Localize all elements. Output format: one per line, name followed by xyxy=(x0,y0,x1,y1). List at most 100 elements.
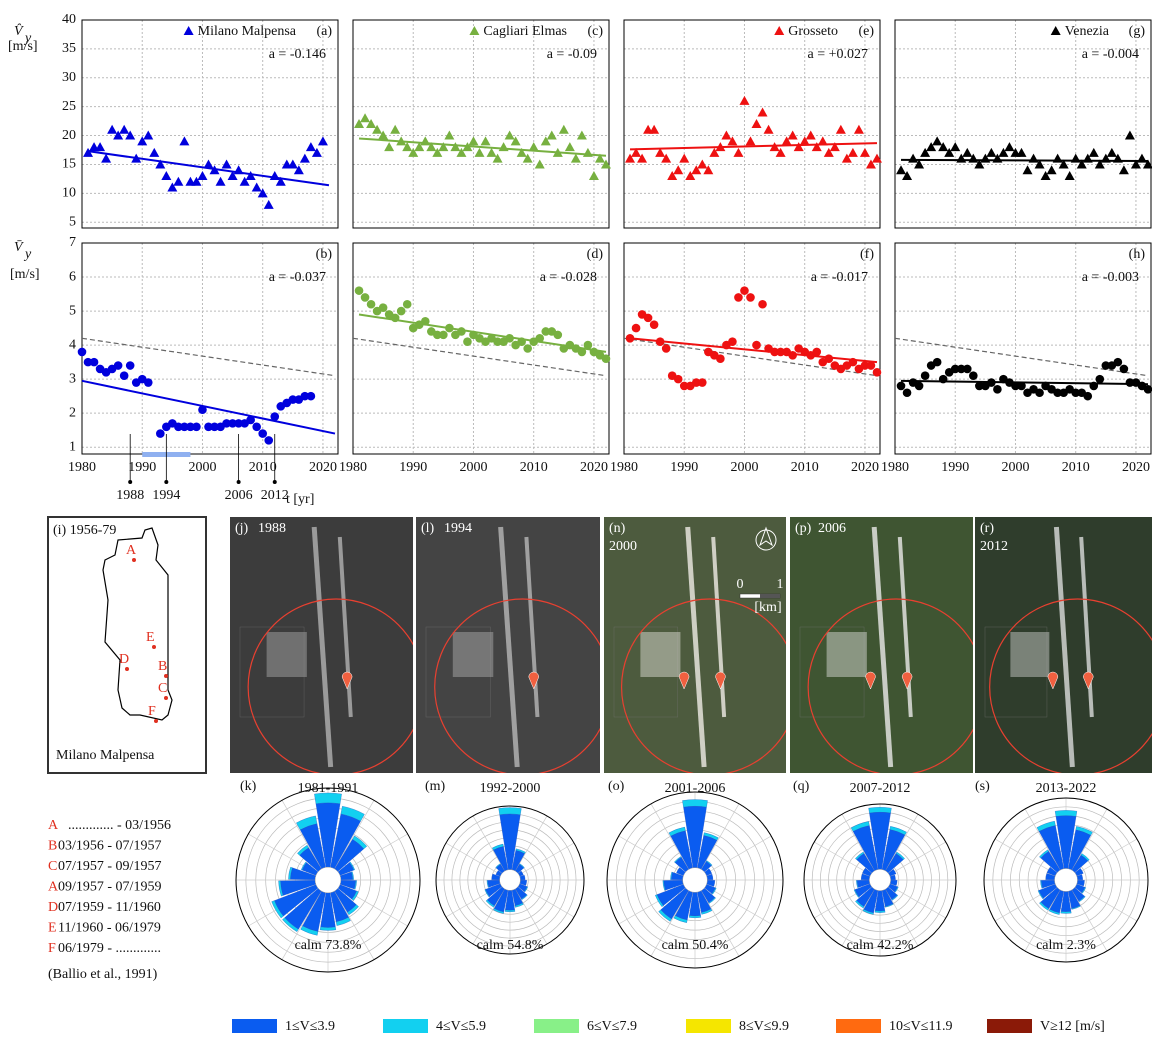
x-tick-label: 2010 xyxy=(1062,460,1090,475)
point xyxy=(1035,388,1044,398)
point xyxy=(450,142,461,152)
point xyxy=(835,124,846,134)
legend-swatch xyxy=(987,1019,1032,1033)
point xyxy=(817,136,828,146)
legend-marker xyxy=(774,26,785,35)
point xyxy=(390,124,401,134)
rose-spoke xyxy=(509,815,548,881)
point xyxy=(914,381,924,391)
station-period: 03/1956 - 07/1957 xyxy=(58,839,161,854)
point xyxy=(950,142,961,152)
y-tick-label: 6 xyxy=(69,269,76,284)
point xyxy=(360,113,371,123)
point xyxy=(799,136,810,146)
point xyxy=(221,159,232,169)
station-dot xyxy=(152,645,156,649)
y-label-symbol: V̄ xyxy=(14,240,24,255)
station-letter: E xyxy=(146,630,155,645)
x-tick-label: 1990 xyxy=(941,460,969,475)
point xyxy=(522,153,533,163)
point xyxy=(198,405,207,415)
point xyxy=(245,171,256,180)
rose-outline xyxy=(803,803,957,957)
y-tick-label: 5 xyxy=(69,214,76,229)
terminal xyxy=(452,632,494,677)
point xyxy=(896,165,907,175)
legend-swatch xyxy=(686,1019,731,1033)
station-letter: A xyxy=(48,880,59,895)
legend-swatch xyxy=(383,1019,428,1033)
point xyxy=(234,419,243,428)
map-caption: Milano Malpensa xyxy=(56,748,155,763)
x-tick-label: 1990 xyxy=(670,460,698,475)
point xyxy=(311,147,322,157)
point xyxy=(812,347,822,357)
marker-dot xyxy=(164,480,169,484)
aerial-photo xyxy=(790,517,973,773)
slope-label: a = -0.003 xyxy=(1082,270,1139,285)
runway xyxy=(871,526,894,768)
marker-dot xyxy=(272,480,277,484)
slope-label: a = -0.09 xyxy=(547,47,597,62)
rose-sector xyxy=(1060,911,1072,914)
trend-line xyxy=(87,150,330,187)
legend-marker xyxy=(1050,26,1061,35)
marker-dot xyxy=(236,480,241,484)
rose-sector xyxy=(674,856,682,863)
point xyxy=(956,364,966,374)
y-label-subscript: y xyxy=(23,247,32,262)
point xyxy=(721,130,732,140)
rose-outline xyxy=(435,805,585,955)
rose-sector xyxy=(495,863,501,869)
rose-spoke xyxy=(327,879,375,960)
point xyxy=(179,136,190,146)
point xyxy=(1064,171,1075,180)
x-tick-label: 1980 xyxy=(339,460,367,475)
runway xyxy=(311,526,334,768)
station-period: 06/1979 - ............. xyxy=(58,941,161,956)
station-dot xyxy=(125,667,129,671)
station-period: 11/1960 - 06/1979 xyxy=(58,921,161,936)
map-label: (i) 1956-79 xyxy=(53,523,116,538)
marker-label: 2006 xyxy=(225,488,253,503)
rose-sector xyxy=(855,900,865,909)
point xyxy=(492,153,503,163)
trend-line xyxy=(358,137,607,157)
x-tick-label: 1980 xyxy=(881,460,909,475)
point xyxy=(1088,147,1099,157)
rose-sector xyxy=(1037,890,1044,900)
point xyxy=(161,171,172,180)
point xyxy=(119,124,130,134)
rose-sector xyxy=(297,845,309,856)
point xyxy=(433,330,442,340)
rose-title: 1981-1991 xyxy=(298,781,359,796)
point xyxy=(649,124,660,134)
north-arrow xyxy=(759,526,773,547)
runway xyxy=(1053,526,1075,768)
slope-label: a = -0.146 xyxy=(269,47,326,62)
point xyxy=(739,95,750,105)
point xyxy=(902,171,913,180)
station-letter: D xyxy=(119,652,129,667)
rose-spoke xyxy=(1024,808,1067,881)
reference-trend xyxy=(894,337,1149,377)
panel-letter: (o) xyxy=(608,779,625,794)
point xyxy=(228,419,237,428)
point xyxy=(354,286,364,295)
point xyxy=(366,299,376,309)
point xyxy=(317,136,328,146)
rose-title: 2007-2012 xyxy=(850,781,911,796)
point xyxy=(1101,361,1111,370)
x-tick-label: 2020 xyxy=(580,460,608,475)
point xyxy=(1034,159,1045,169)
terminal xyxy=(640,632,681,677)
y-label-subscript: y xyxy=(23,31,32,46)
plot-area xyxy=(895,243,1151,454)
north-arrow xyxy=(755,529,777,551)
scale-bar xyxy=(760,594,780,598)
panel-letter: (g) xyxy=(1129,24,1146,39)
point xyxy=(1071,388,1081,398)
rose-sector xyxy=(1036,820,1056,832)
point xyxy=(841,153,852,163)
